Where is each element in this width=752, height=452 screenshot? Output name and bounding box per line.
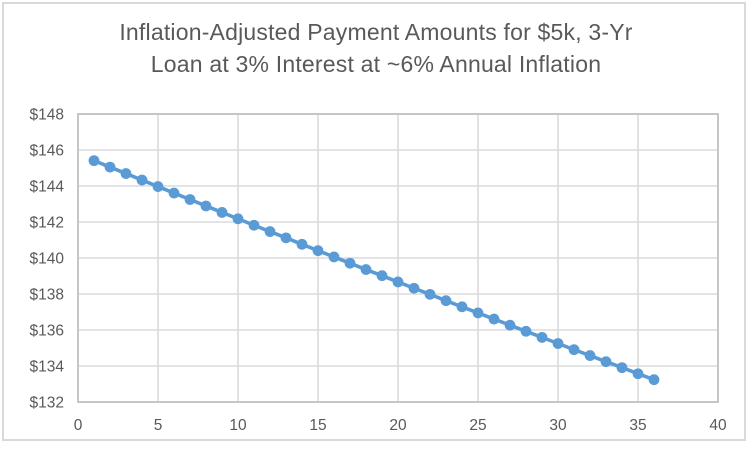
y-tick-label: $138: [30, 287, 64, 304]
y-tick-label: $142: [30, 215, 64, 232]
data-point: [488, 313, 500, 325]
x-tick-label: 15: [309, 417, 326, 434]
data-point: [152, 181, 164, 192]
data-point: [328, 251, 340, 263]
data-point: [184, 194, 196, 205]
y-tick-label: $144: [30, 179, 65, 196]
data-point: [536, 331, 548, 343]
data-point: [280, 232, 292, 244]
data-point: [632, 368, 644, 380]
data-point: [264, 226, 276, 237]
x-tick-label: 10: [229, 417, 247, 434]
x-tick-label: 5: [154, 417, 163, 434]
data-point: [440, 295, 452, 307]
data-point: [456, 301, 468, 313]
y-tick-label: $136: [30, 323, 64, 340]
data-point: [552, 338, 564, 349]
data-point: [120, 168, 132, 179]
data-point: [232, 213, 244, 225]
y-tick-label: $134: [30, 359, 65, 376]
data-point: [568, 344, 580, 356]
data-point: [360, 264, 372, 275]
plot-border: [77, 113, 719, 403]
data-point: [392, 276, 404, 288]
data-point: [312, 245, 324, 257]
x-tick-label: 40: [709, 417, 727, 434]
x-tick-label: 0: [74, 417, 83, 434]
data-point: [376, 270, 388, 282]
x-tick-label: 25: [469, 417, 486, 434]
data-point: [216, 207, 228, 218]
data-point: [504, 319, 516, 331]
chart-title-line2: Loan at 3% Interest at ~6% Annual Inflat…: [150, 51, 602, 77]
y-tick-label: $132: [30, 395, 64, 412]
data-point: [136, 174, 148, 186]
data-point: [248, 219, 260, 231]
chart-title: Inflation-Adjusted Payment Amounts for $…: [0, 16, 752, 80]
data-point: [168, 187, 180, 199]
data-point: [408, 282, 420, 294]
data-point: [600, 356, 612, 368]
x-tick-label: 20: [389, 417, 407, 434]
data-point: [296, 238, 308, 250]
data-point: [472, 307, 484, 319]
data-point: [520, 325, 532, 337]
data-point: [584, 350, 596, 361]
data-point: [648, 374, 660, 386]
y-tick-label: $148: [30, 107, 64, 124]
x-tick-label: 35: [629, 417, 646, 434]
data-point: [88, 155, 100, 167]
data-point: [104, 161, 116, 173]
x-tick-label: 30: [549, 417, 567, 434]
data-point: [424, 288, 436, 300]
data-point: [616, 362, 628, 374]
y-tick-label: $146: [30, 143, 64, 160]
chart-title-line1: Inflation-Adjusted Payment Amounts for $…: [119, 19, 633, 45]
data-point: [200, 200, 212, 212]
data-point: [344, 257, 356, 269]
y-tick-label: $140: [30, 251, 65, 268]
